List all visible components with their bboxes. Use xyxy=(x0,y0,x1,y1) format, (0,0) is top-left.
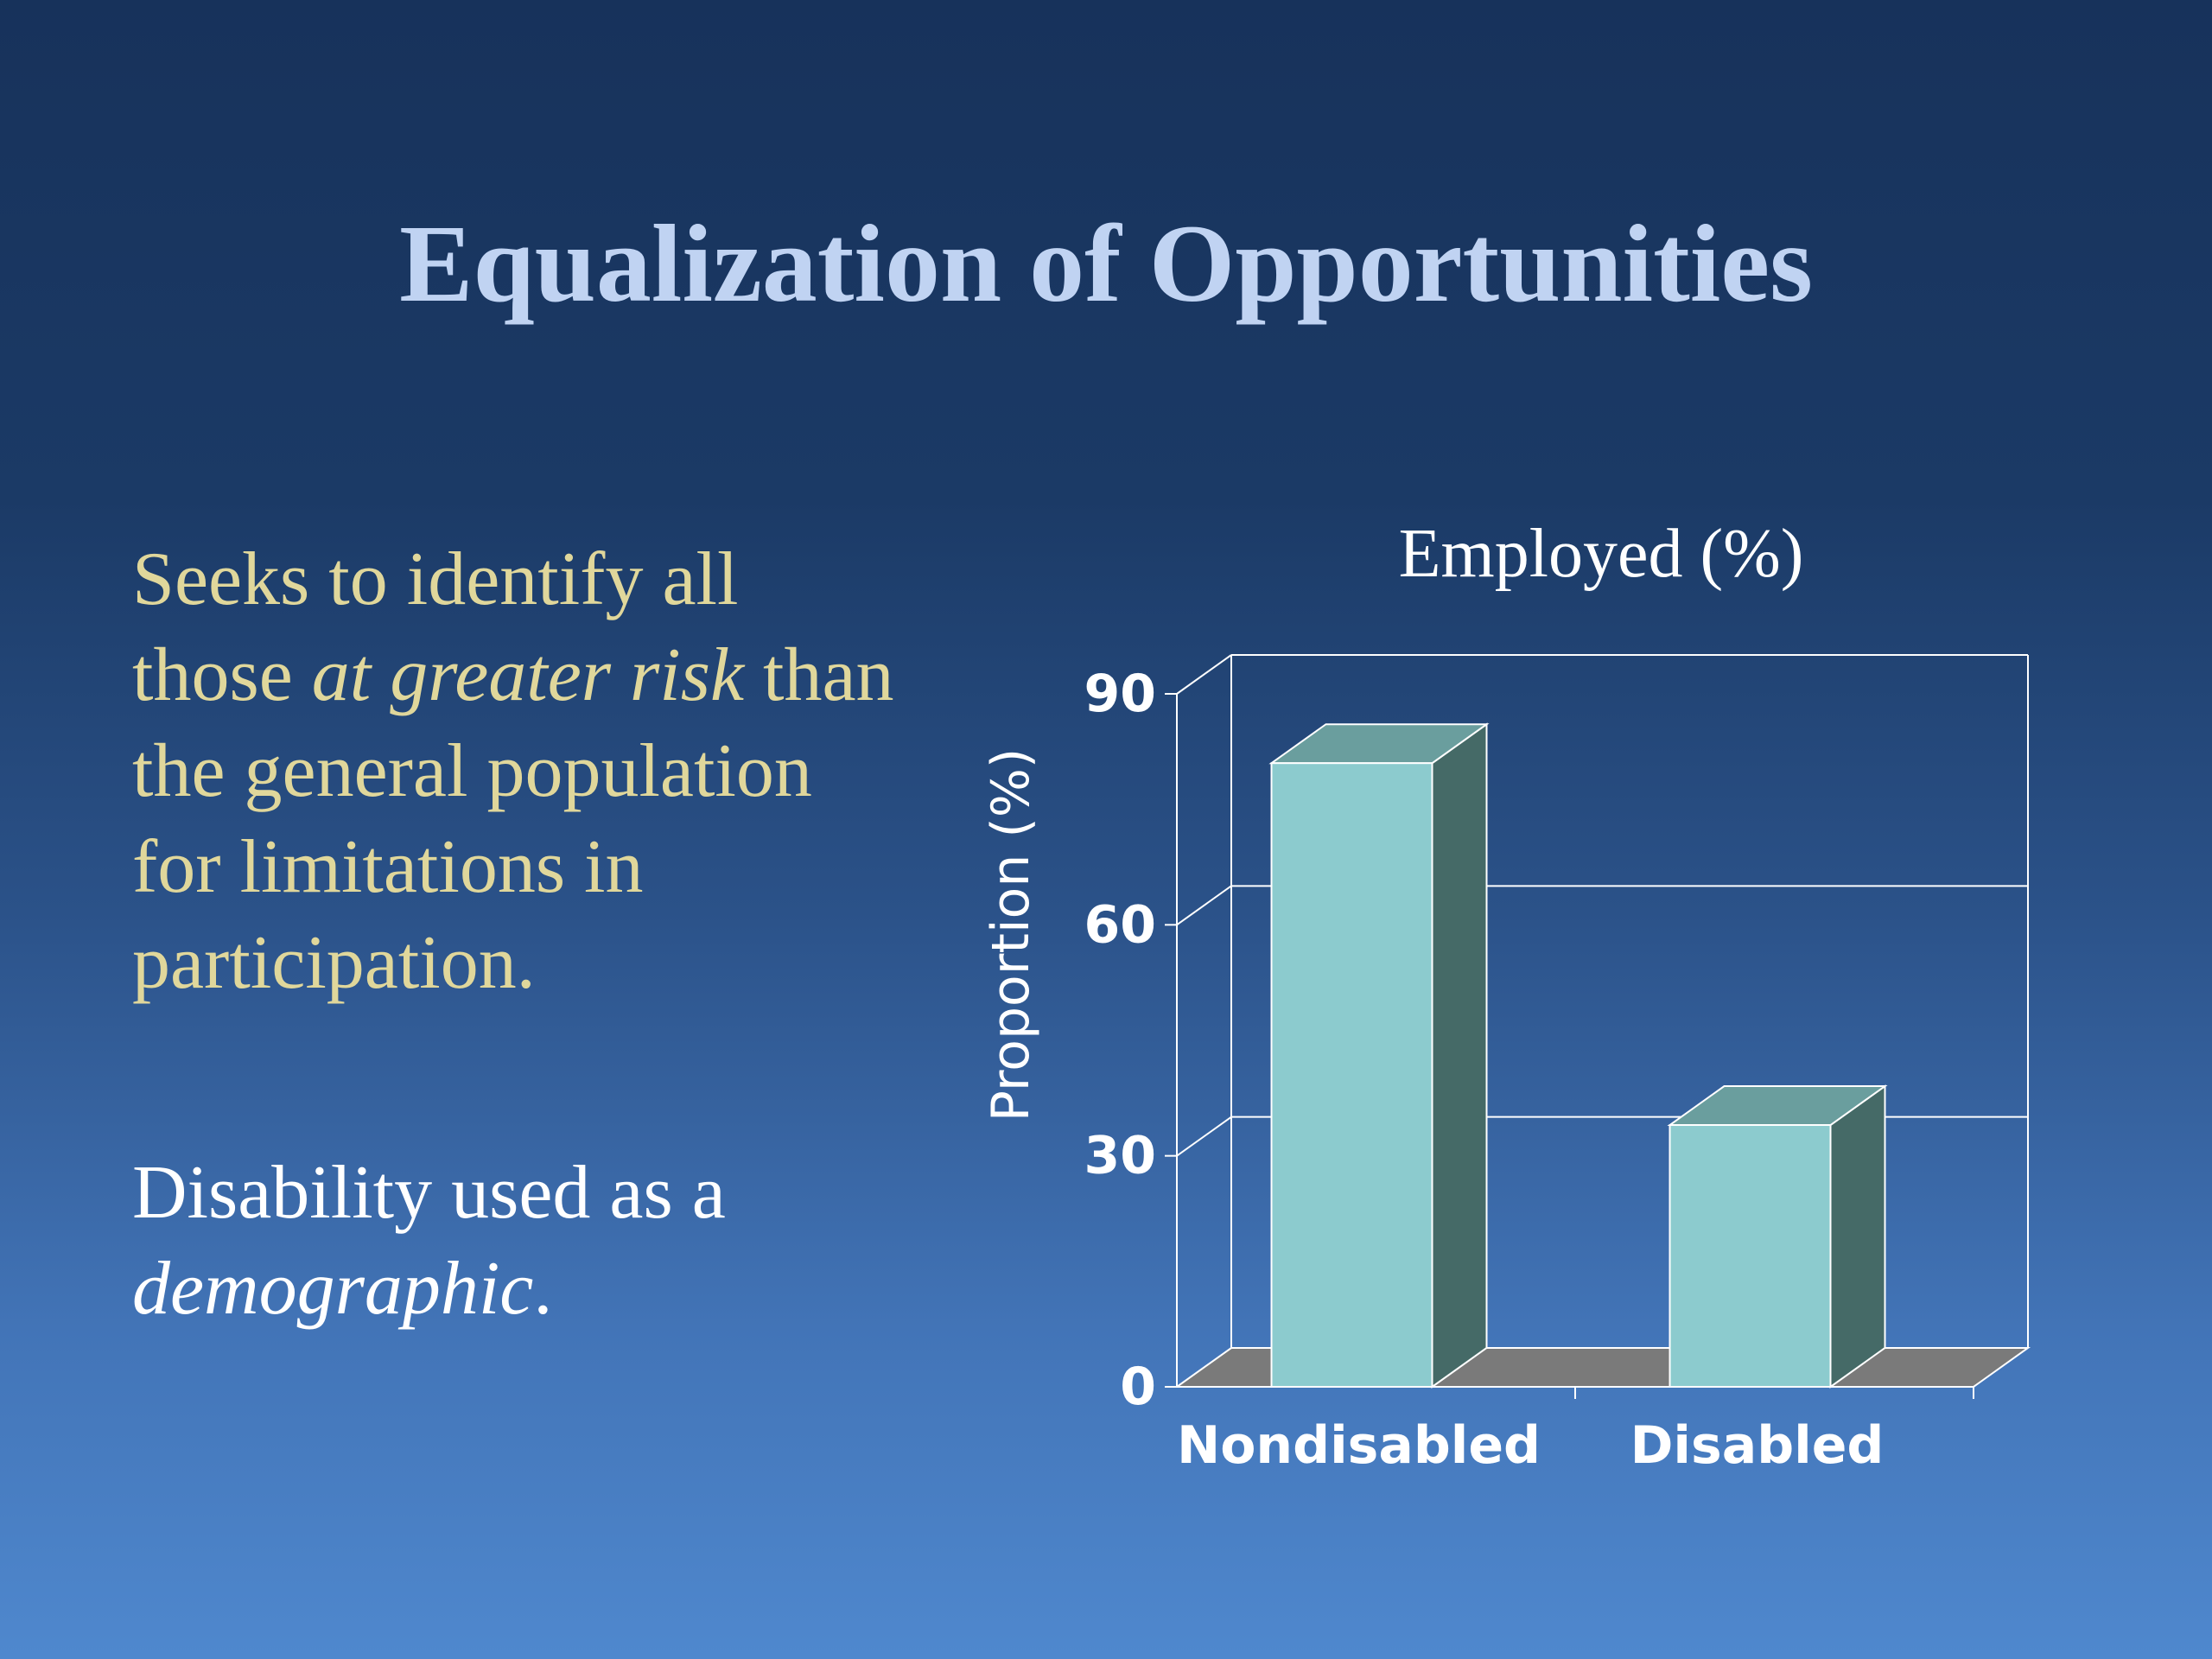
chart-category-label: Nondisabled xyxy=(1177,1415,1541,1476)
bullet-demographic-period: . xyxy=(533,1247,553,1331)
chart-category-label: Disabled xyxy=(1630,1415,1885,1476)
bullet-risk-emphasis: at greater risk xyxy=(311,633,745,717)
chart-y-axis-label: Proportion (%) xyxy=(981,748,1041,1122)
chart-gridline-side xyxy=(1176,885,1232,926)
bullet-risk-line-5: participation. xyxy=(132,921,536,1005)
bullet-risk-line-2: those at greater risk than xyxy=(132,627,1014,723)
chart-bar-side xyxy=(1829,1084,1886,1389)
slide-title: Equalization of Opportunities xyxy=(399,202,1813,325)
chart-bar xyxy=(1270,762,1433,1388)
bullet-risk-line-1: Seeks to identify all xyxy=(132,537,739,621)
chart-y-tick-label: 90 xyxy=(1084,664,1157,724)
chart-gridline-side xyxy=(1176,1116,1232,1157)
chart-y-tick-label: 0 xyxy=(1120,1357,1156,1417)
chart-bar-side xyxy=(1431,722,1488,1389)
bullet-risk-line-3: the general population xyxy=(132,729,812,813)
chart-y-tick-label: 60 xyxy=(1084,894,1157,955)
chart-bar xyxy=(1669,1124,1832,1388)
bullet-risk-line-2-end: than xyxy=(744,633,894,717)
chart-y-tick-label: 30 xyxy=(1084,1126,1157,1186)
bullet-demographic: Disability used as a demographic. xyxy=(132,1145,1014,1337)
bullet-risk-line-2-start: those xyxy=(132,633,312,717)
bullet-demographic-line-1: Disability used as a xyxy=(132,1151,726,1235)
bullet-risk-line-4: for limitations in xyxy=(132,825,644,909)
chart-title: Employed (%) xyxy=(1399,516,1804,592)
bullet-demographic-emphasis: demographic xyxy=(132,1247,534,1331)
bullet-demographic-line-2: demographic. xyxy=(132,1241,1014,1337)
bullet-risk: Seeks to identify all those at greater r… xyxy=(132,531,1014,1011)
chart-gridline-side xyxy=(1176,654,1232,695)
